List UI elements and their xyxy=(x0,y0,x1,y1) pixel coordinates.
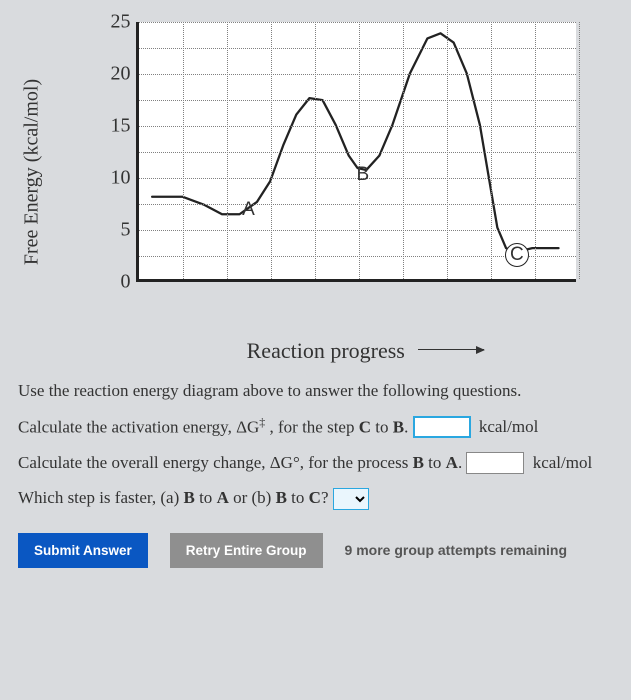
retry-button[interactable]: Retry Entire Group xyxy=(170,533,323,568)
q3-prefix: Which step is faster, (a) xyxy=(18,488,183,507)
y-tick-label: 15 xyxy=(111,115,131,138)
y-axis-label: Free Energy (kcal/mol) xyxy=(20,79,43,265)
q3-suffix: ? xyxy=(321,488,329,507)
q2-unit: kcal/mol xyxy=(533,453,592,472)
q3-mid: or (b) xyxy=(229,488,276,507)
q1-mid: , for the step xyxy=(265,417,358,436)
q1-from: C xyxy=(359,417,371,436)
q1-unit: kcal/mol xyxy=(479,417,538,436)
y-tick-label: 20 xyxy=(111,63,131,86)
q1-input[interactable] xyxy=(413,416,471,438)
question-block: Use the reaction energy diagram above to… xyxy=(12,378,619,511)
q1-to: B xyxy=(393,417,404,436)
q2-prefix: Calculate the overall energy change, ΔG°… xyxy=(18,453,413,472)
x-axis-label: Reaction progress xyxy=(247,338,405,363)
energy-diagram: Free Energy (kcal/mol) ABC 0510152025 xyxy=(36,12,596,332)
intro-text: Use the reaction energy diagram above to… xyxy=(18,378,613,404)
attempts-remaining: 9 more group attempts remaining xyxy=(345,542,567,558)
x-axis-label-row: Reaction progress xyxy=(112,338,619,364)
question-2: Calculate the overall energy change, ΔG°… xyxy=(18,450,613,476)
point-label-a: A xyxy=(242,199,255,221)
q3-a-to: A xyxy=(217,488,229,507)
q3-b-from: B xyxy=(276,488,287,507)
energy-curve xyxy=(139,22,576,279)
plot-area: A B C xyxy=(136,22,576,282)
q3-select[interactable] xyxy=(333,488,369,510)
point-label-b: B xyxy=(357,164,370,186)
q3-b-to: C xyxy=(309,488,321,507)
q1-prefix: Calculate the activation energy, ΔG xyxy=(18,417,259,436)
q2-input[interactable] xyxy=(466,452,524,474)
y-tick-label: 10 xyxy=(111,167,131,190)
question-3: Which step is faster, (a) B to A or (b) … xyxy=(18,485,613,511)
q2-from: B xyxy=(413,453,424,472)
arrow-icon xyxy=(418,349,484,350)
submit-button[interactable]: Submit Answer xyxy=(18,533,148,568)
y-tick-label: 5 xyxy=(121,219,131,242)
y-tick-label: 0 xyxy=(121,271,131,294)
y-tick-label: 25 xyxy=(111,11,131,34)
q3-a-from: B xyxy=(183,488,194,507)
point-label-c: C xyxy=(505,243,529,267)
button-row: Submit Answer Retry Entire Group 9 more … xyxy=(12,533,619,568)
q2-to: A xyxy=(446,453,458,472)
question-1: Calculate the activation energy, ΔG‡ , f… xyxy=(18,414,613,440)
